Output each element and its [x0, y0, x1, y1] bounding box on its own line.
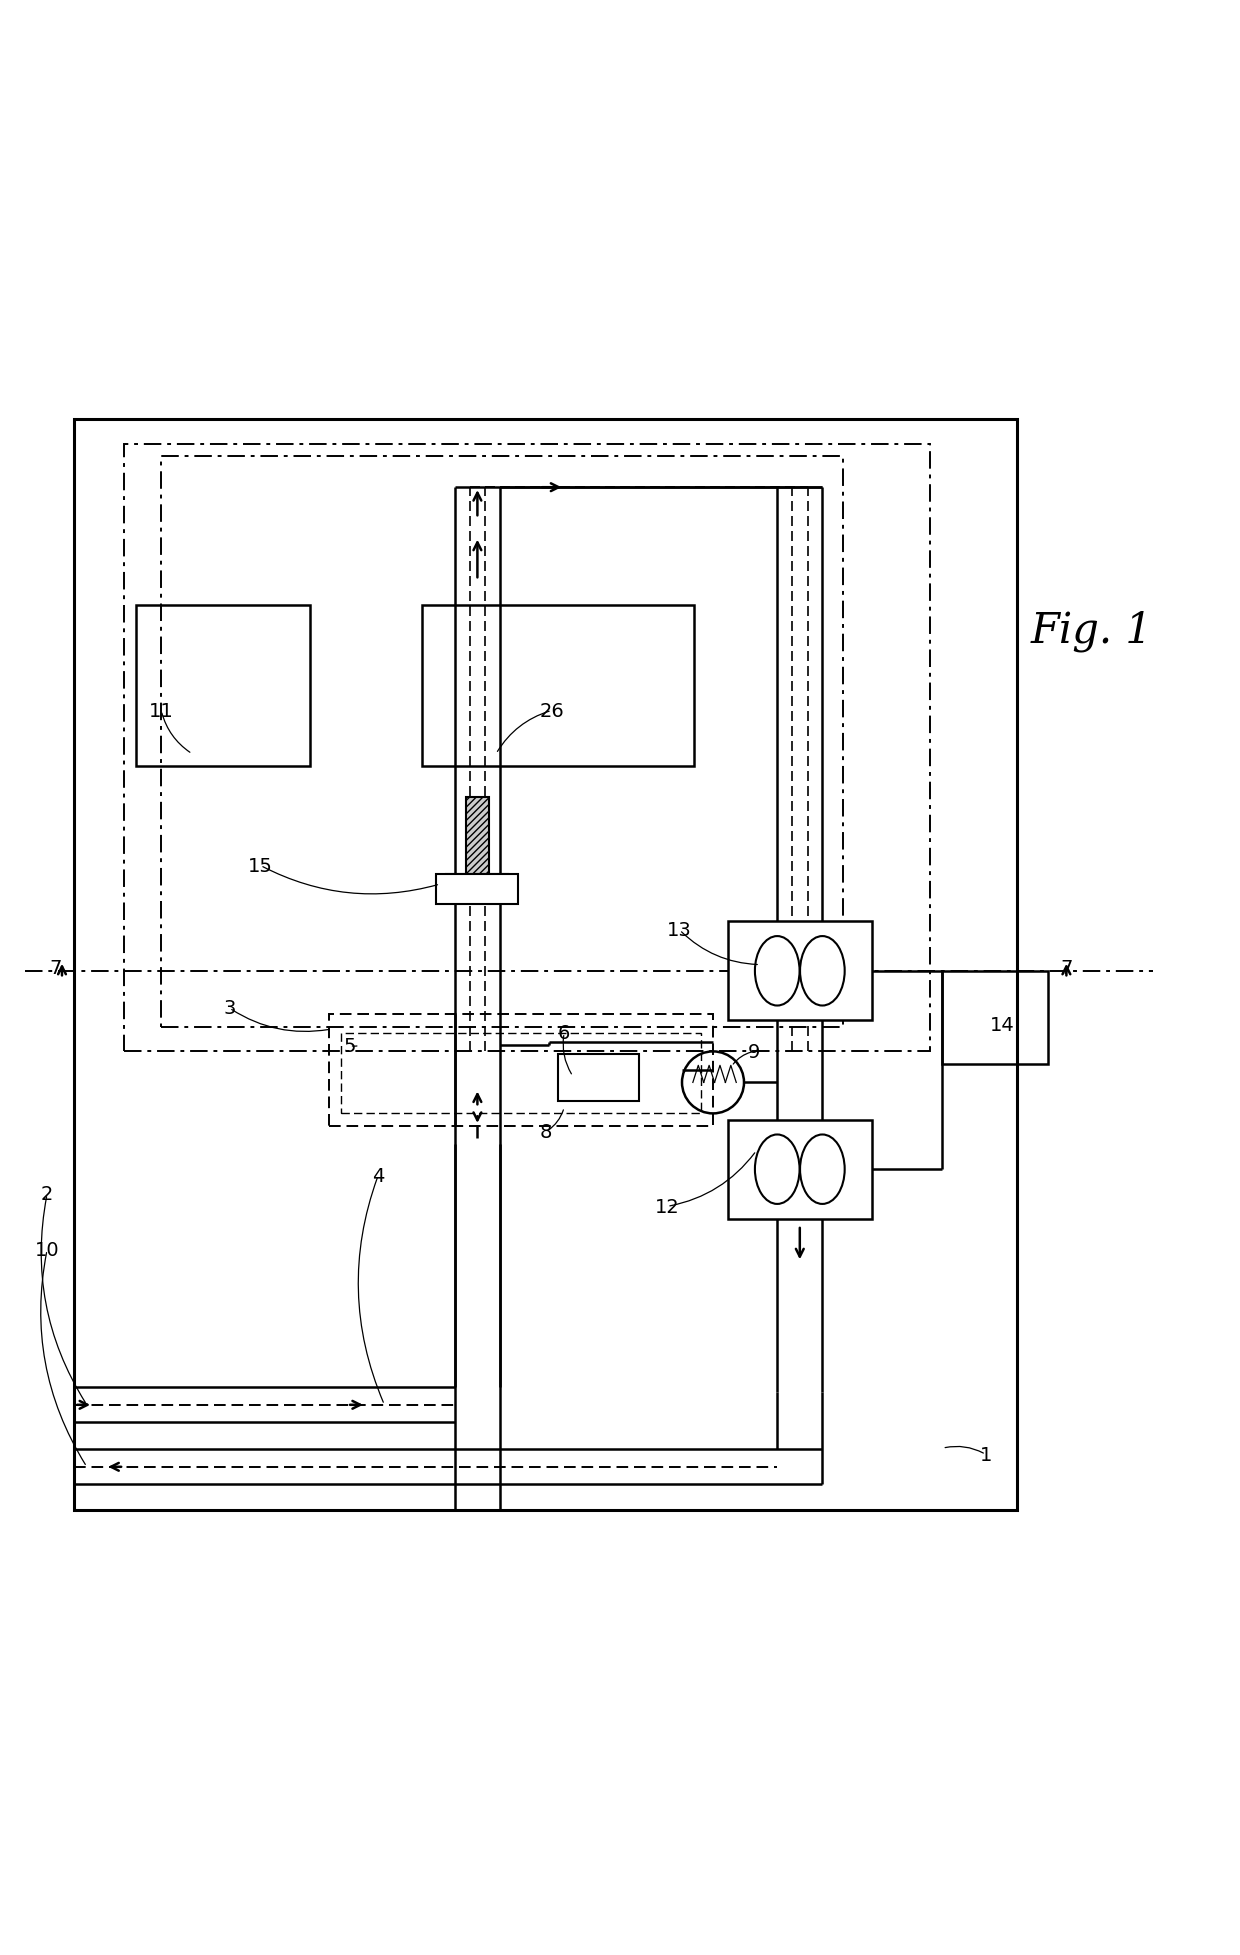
Text: 7: 7 [1060, 958, 1073, 978]
Text: 6: 6 [558, 1024, 570, 1042]
Bar [942, 972, 1048, 1064]
Text: 8: 8 [539, 1122, 552, 1142]
Text: 5: 5 [343, 1036, 356, 1056]
Bar [446, 874, 508, 897]
Bar [466, 798, 489, 878]
Text: 12: 12 [655, 1196, 680, 1216]
Text: 4: 4 [372, 1167, 384, 1185]
Text: 2: 2 [41, 1185, 53, 1204]
Bar [136, 606, 310, 766]
Text: 14: 14 [990, 1015, 1014, 1034]
Bar [329, 1015, 713, 1126]
Bar [728, 921, 872, 1021]
Text: 9: 9 [748, 1042, 760, 1062]
Text: 26: 26 [539, 702, 564, 721]
Bar [161, 457, 843, 1026]
Text: 7: 7 [50, 958, 62, 978]
Bar [422, 606, 694, 766]
Bar [558, 1054, 639, 1101]
Text: 13: 13 [667, 921, 692, 940]
Bar [124, 444, 930, 1052]
Text: 3: 3 [223, 999, 236, 1019]
Text: 1: 1 [980, 1445, 992, 1464]
Text: 15: 15 [248, 856, 273, 876]
Bar [74, 420, 1017, 1511]
Text: 11: 11 [149, 702, 174, 721]
Bar [341, 1034, 701, 1114]
Text: 10: 10 [35, 1241, 60, 1259]
Bar [436, 874, 518, 905]
Text: Fig. 1: Fig. 1 [1030, 610, 1152, 651]
Bar [728, 1120, 872, 1220]
